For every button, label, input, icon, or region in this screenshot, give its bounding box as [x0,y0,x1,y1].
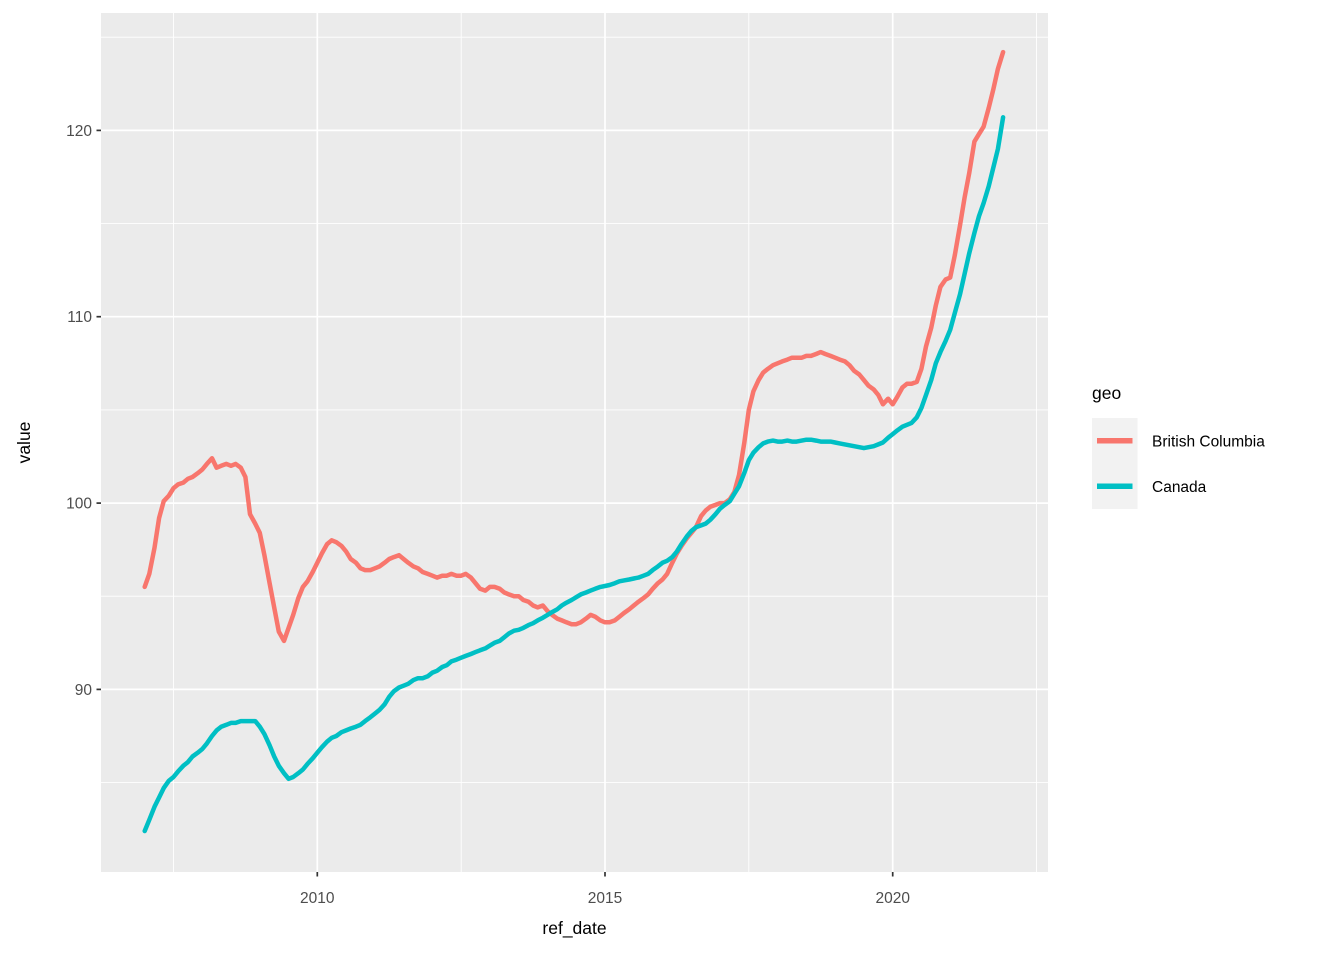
legend-title: geo [1092,383,1121,403]
axis-tick-marks [96,129,894,877]
y-tick-label: 120 [66,123,92,140]
legend-label-british-columbia: British Columbia [1152,433,1265,450]
y-axis-title: value [14,422,34,464]
y-tick-label: 110 [67,309,92,326]
legend-label-canada: Canada [1152,479,1207,496]
x-axis-title: ref_date [542,918,606,939]
axis-tick-labels: 90 100 110 120 2010 2015 2020 [66,123,910,907]
gridlines-major [101,13,1048,872]
x-tick-label: 2015 [588,890,622,907]
series-line-british-columbia [142,49,1006,644]
data-series [142,49,1006,834]
gridlines-minor [101,13,1048,872]
y-tick-label: 100 [66,496,92,513]
legend: geo British Columbia Canada [1092,383,1265,509]
series-line-canada [142,115,1006,834]
plot-panel [101,13,1048,872]
x-tick-label: 2010 [300,890,335,907]
x-tick-label: 2020 [875,890,910,907]
y-tick-label: 90 [75,682,93,699]
